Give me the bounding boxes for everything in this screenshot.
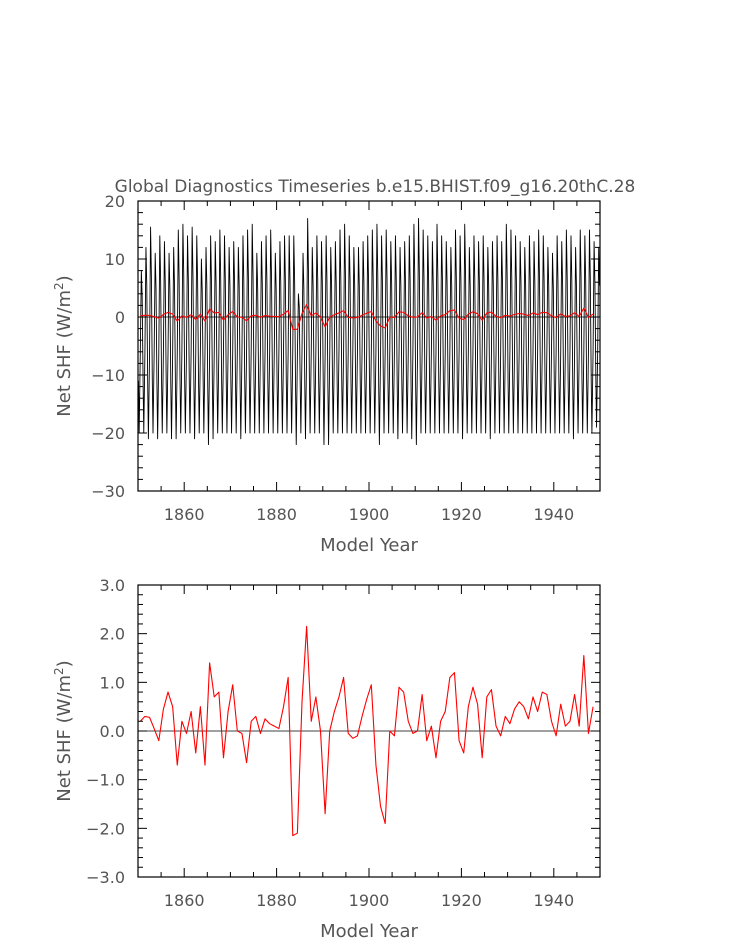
y-axis-label-text: Net SHF (W/m [54,675,75,802]
top-panel: Global Diagnostics Timeseries b.e15.BHIS… [52,177,635,556]
x-tick-label: 1880 [256,505,297,524]
y-axis-label-superscript: 2 [52,282,66,290]
y-axis-label: Net SHF (W/m2) [52,660,75,801]
x-tick-label: 1880 [256,891,297,910]
y-tick-label: −10 [91,366,125,385]
x-tick-label: 1920 [441,505,482,524]
y-tick-label: −3.0 [86,868,125,887]
bottom-panel: 1860 1880 1900 1920 1940 3.0 2.0 1.0 0.0 −1.0 −2.0… [52,576,601,942]
x-tick-label: 1940 [533,505,574,524]
y-axis-label: Net SHF (W/m2) [52,275,75,416]
y-tick-label: 20 [105,192,125,211]
series-line-1 [140,303,594,331]
x-tick-label: 1860 [164,505,205,524]
series-line-0 [138,217,600,446]
x-tick-label: 1860 [164,891,205,910]
x-tick-label: 1900 [349,891,390,910]
x-axis-label: Model Year [320,535,418,556]
y-axis-label-superscript: 2 [52,667,66,675]
y-axis-label-text: Net SHF (W/m [54,290,75,417]
x-tick-label: 1900 [349,505,390,524]
y-tick-label: 10 [105,250,125,269]
y-tick-label: −20 [91,424,125,443]
x-tick-label: 1920 [441,891,482,910]
x-axis-label: Model Year [320,921,418,942]
y-axis-label-tail: ) [54,660,75,667]
y-tick-label: 0 [115,308,125,327]
y-tick-label: 2.0 [100,625,125,644]
x-tick-label: 1940 [533,891,574,910]
y-tick-label: 3.0 [100,576,125,595]
series-line-0 [139,625,594,837]
y-tick-label: 0.0 [100,722,125,741]
chart-title: Global Diagnostics Timeseries b.e15.BHIS… [115,177,636,197]
y-tick-label: −1.0 [86,771,125,790]
y-axis-label-tail: ) [54,275,75,282]
y-tick-label: −30 [91,482,125,501]
y-tick-label: 1.0 [100,673,125,692]
y-tick-label: −2.0 [86,819,125,838]
